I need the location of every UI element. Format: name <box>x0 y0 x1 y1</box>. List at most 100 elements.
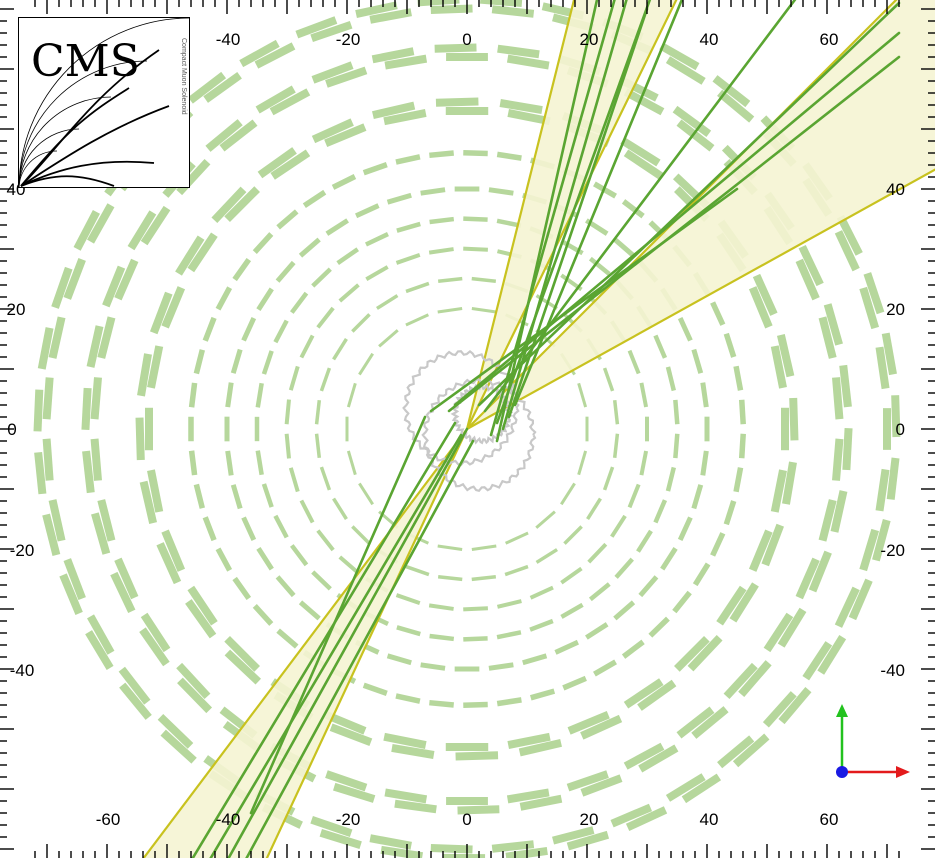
detector-module <box>391 744 435 759</box>
detector-module <box>405 281 430 294</box>
particle-track <box>495 0 599 443</box>
detector-module <box>215 547 233 572</box>
detector-module <box>365 232 389 247</box>
detector-module <box>704 416 710 442</box>
detector-module <box>842 427 853 471</box>
bottom-tick-labels: -60 -40 -20 0 20 40 60 <box>96 810 839 829</box>
detector-module <box>627 483 641 509</box>
detector-module <box>311 267 332 288</box>
detector-module <box>225 450 234 476</box>
detector-module <box>160 729 197 764</box>
detector-module <box>85 630 114 671</box>
detector-module <box>97 499 116 542</box>
detector-module <box>310 20 353 43</box>
detector-module <box>863 272 885 315</box>
detector-module <box>405 564 430 577</box>
detector-module <box>147 469 164 513</box>
detector-module <box>505 531 529 545</box>
detector-module <box>147 345 164 389</box>
detector-module <box>114 557 139 600</box>
detector-module <box>224 416 230 442</box>
detector-module <box>157 713 194 749</box>
vertex-ring <box>421 378 537 493</box>
detector-module <box>463 636 488 642</box>
detector-module <box>202 516 217 542</box>
detector-module <box>139 627 170 667</box>
detector-module <box>188 71 227 104</box>
detector-module <box>577 382 588 408</box>
bottom-tick-label: 20 <box>580 810 599 829</box>
detector-module <box>613 600 636 621</box>
detector-module <box>48 316 66 359</box>
detector-module <box>358 482 374 506</box>
detector-module <box>33 389 44 432</box>
detector-module <box>563 525 583 545</box>
detector-module <box>239 39 280 68</box>
detector-module <box>613 237 636 258</box>
bottom-tick-label: 60 <box>820 810 839 829</box>
detector-module <box>372 101 416 120</box>
detector-module <box>429 699 454 708</box>
detector-module <box>645 416 649 442</box>
detector-module <box>420 662 446 671</box>
left-tick-labels: 40 20 0 -20 -40 <box>7 180 35 680</box>
detector-module <box>560 482 576 506</box>
detector-module <box>875 468 890 512</box>
detector-module <box>665 366 676 392</box>
particle-tracks <box>191 0 901 858</box>
detector-module <box>365 265 389 282</box>
detector-module <box>710 532 726 557</box>
detector-module <box>455 751 499 761</box>
detector-module <box>677 516 693 541</box>
detector-module <box>875 346 890 390</box>
top-tick-label: -20 <box>336 30 361 49</box>
detector-module <box>836 214 863 256</box>
jet-cone-edge <box>142 428 468 858</box>
detector-module <box>665 56 706 85</box>
detector-module <box>241 317 257 342</box>
detector-module <box>156 542 182 585</box>
detector-module <box>580 714 623 740</box>
detector-module <box>687 634 723 672</box>
detector-module <box>371 47 415 64</box>
detector-module <box>752 273 778 316</box>
right-tick-label: -20 <box>880 541 905 560</box>
detector-module <box>254 416 260 442</box>
detector-module <box>150 291 173 335</box>
detector-module <box>723 332 737 358</box>
detector-module <box>346 382 357 408</box>
detector-module <box>636 529 653 553</box>
detector-module <box>593 181 617 199</box>
detector-module <box>818 499 837 542</box>
detector-module <box>681 773 722 804</box>
detector-module <box>830 490 848 533</box>
detector-module <box>881 332 897 376</box>
detector-module <box>535 510 556 529</box>
detector-module <box>471 544 497 552</box>
detector-module <box>346 450 357 476</box>
detector-module <box>396 221 421 233</box>
detector-module <box>319 367 332 392</box>
detector-module <box>762 691 797 728</box>
detector-module <box>672 105 712 138</box>
detector-module <box>87 614 115 655</box>
detector-module <box>748 286 773 329</box>
detector-module <box>832 377 844 420</box>
detector-module <box>430 4 473 15</box>
detector-module <box>37 327 54 370</box>
z-axis-dot <box>836 766 848 778</box>
detector-module <box>789 397 799 441</box>
detector-module <box>660 547 678 571</box>
detector-module <box>338 555 360 575</box>
detector-module <box>316 306 335 329</box>
right-tick-label: 0 <box>896 420 905 439</box>
right-tick-labels: 40 20 0 -20 -40 <box>880 180 905 680</box>
detector-module <box>585 416 589 442</box>
left-tick-label: -40 <box>10 661 35 680</box>
detector-module <box>187 585 218 626</box>
detector-module <box>139 480 158 524</box>
detector-module <box>496 218 522 228</box>
detector-module <box>463 701 488 708</box>
